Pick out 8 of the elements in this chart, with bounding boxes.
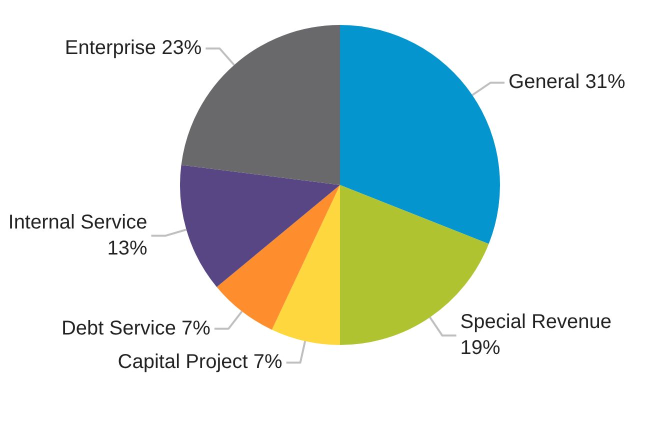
slice-label: Special Revenue: [460, 311, 612, 334]
slice-label: Capital Project 7%: [118, 351, 283, 374]
slice-label: Debt Service 7%: [61, 317, 211, 340]
slice-label: Internal Service: [8, 211, 148, 234]
slice-label: Enterprise 23%: [64, 36, 202, 59]
data-label: 13%: [107, 237, 148, 260]
data-label: 19%: [460, 337, 501, 360]
slice-label: General 31%: [508, 71, 626, 94]
